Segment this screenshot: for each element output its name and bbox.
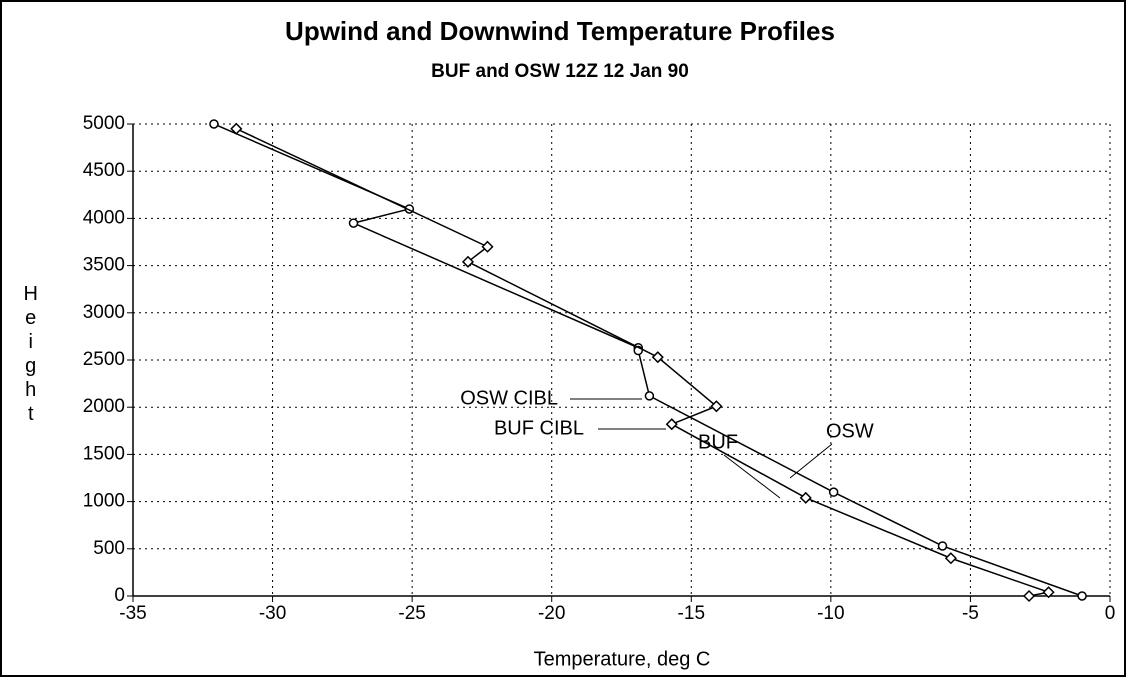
x-tick-label: -15 xyxy=(678,603,705,624)
y-tick-label: 5000 xyxy=(83,113,125,134)
chart-subtitle: BUF and OSW 12Z 12 Jan 90 xyxy=(431,61,689,82)
label-pointer xyxy=(723,454,781,499)
point-marker xyxy=(1077,591,1087,601)
series-label: BUF xyxy=(698,431,738,453)
annotation: OSW CIBL xyxy=(460,387,558,409)
point-marker xyxy=(651,351,664,364)
point-marker xyxy=(944,552,957,565)
point-marker xyxy=(799,491,812,504)
y-tick-label: 3000 xyxy=(83,302,125,323)
y-tick-label: 2500 xyxy=(83,349,125,370)
y-axis-label: Height xyxy=(20,283,42,427)
point-marker xyxy=(461,255,475,268)
annotation: BUF CIBL xyxy=(494,417,584,439)
x-tick-label: -35 xyxy=(119,603,146,624)
point-marker xyxy=(937,541,948,551)
x-tick-label: -5 xyxy=(962,603,979,624)
point-marker xyxy=(665,418,678,431)
x-axis-label: Temperature, deg C xyxy=(534,648,711,670)
x-tick-label: -10 xyxy=(817,603,844,624)
x-tick-label: 0 xyxy=(1105,603,1116,624)
series-label: OSW xyxy=(826,420,874,442)
y-tick-label: 1500 xyxy=(83,443,125,464)
point-marker xyxy=(710,400,723,413)
point-marker xyxy=(1022,589,1036,603)
point-marker xyxy=(644,391,655,401)
point-marker xyxy=(348,218,359,228)
point-marker xyxy=(230,122,243,135)
series-line xyxy=(235,128,1052,597)
point-marker xyxy=(481,240,494,253)
x-tick-label: -25 xyxy=(398,603,425,624)
y-tick-label: 1000 xyxy=(83,491,125,512)
y-tick-label: 4000 xyxy=(83,207,125,228)
y-tick-label: 0 xyxy=(114,585,125,606)
point-marker xyxy=(1042,586,1055,599)
x-tick-label: -20 xyxy=(538,603,565,624)
y-tick-label: 3500 xyxy=(83,255,125,276)
y-tick-label: 4500 xyxy=(83,160,125,181)
y-tick-label: 500 xyxy=(93,538,125,559)
y-tick-label: 2000 xyxy=(83,396,125,417)
x-tick-label: -30 xyxy=(259,603,286,624)
point-marker xyxy=(828,487,839,497)
label-pointer xyxy=(789,443,833,479)
point-marker xyxy=(209,119,219,129)
chart-title: Upwind and Downwind Temperature Profiles xyxy=(285,16,835,46)
